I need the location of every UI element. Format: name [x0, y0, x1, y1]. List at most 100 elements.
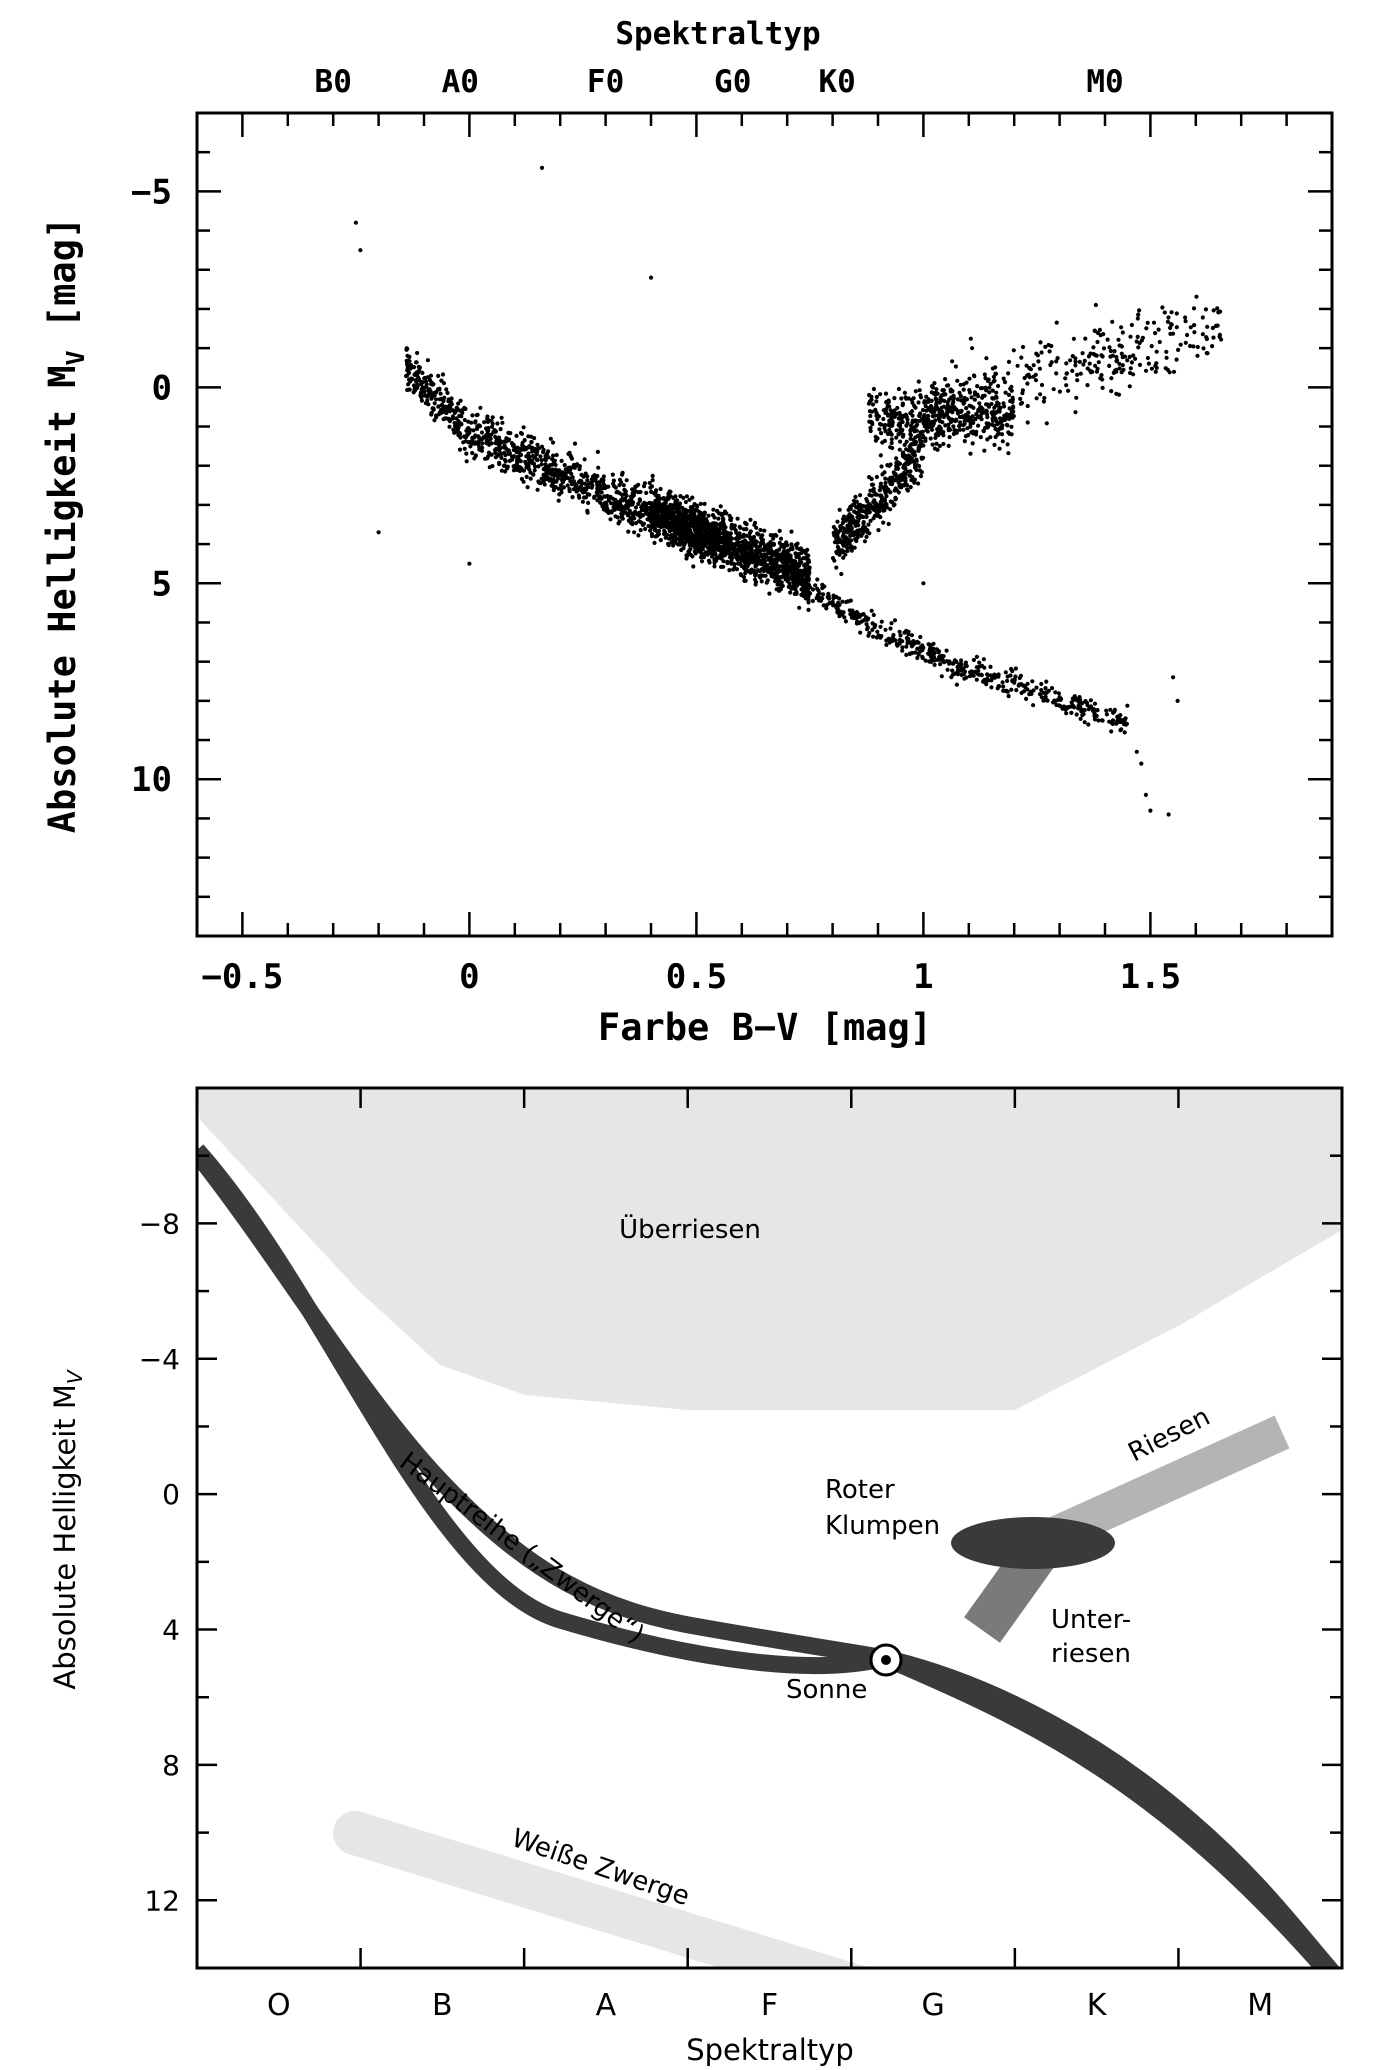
- data-point: [799, 550, 804, 556]
- data-point: [834, 594, 839, 600]
- data-point: [874, 635, 879, 640]
- data-point: [476, 434, 481, 439]
- data-point: [1108, 354, 1113, 359]
- data-point: [680, 533, 685, 538]
- data-point: [899, 396, 904, 401]
- data-point: [938, 662, 943, 667]
- data-point: [782, 544, 787, 549]
- data-point: [978, 386, 984, 391]
- data-point: [970, 670, 975, 675]
- data-point: [875, 629, 880, 634]
- data-point: [693, 508, 698, 513]
- data-point: [727, 568, 732, 573]
- data-point: [419, 382, 424, 387]
- data-point: [493, 434, 498, 439]
- data-point: [553, 462, 558, 467]
- data-point: [574, 463, 580, 468]
- data-point: [1211, 335, 1216, 340]
- data-point: [692, 525, 697, 530]
- data-point: [881, 416, 886, 422]
- data-point: [501, 463, 506, 468]
- data-point: [497, 462, 502, 467]
- data-point: [824, 606, 829, 611]
- data-point: [892, 396, 897, 401]
- data-point: [1018, 396, 1023, 401]
- data-point: [958, 382, 963, 387]
- data-point: [860, 508, 865, 514]
- data-point: [716, 543, 721, 548]
- data-point: [1070, 368, 1075, 373]
- data-point: [962, 421, 967, 426]
- data-point: [965, 426, 970, 431]
- data-point: [595, 493, 600, 498]
- data-point: [957, 414, 963, 420]
- data-point: [962, 439, 967, 444]
- data-point: [922, 400, 927, 405]
- data-point: [798, 558, 803, 563]
- data-point: [873, 501, 878, 506]
- data-point: [1210, 344, 1215, 349]
- data-point: [560, 477, 565, 482]
- data-point: [673, 499, 678, 504]
- data-point: [1174, 325, 1179, 330]
- data-point: [866, 522, 871, 527]
- data-point: [735, 516, 740, 521]
- data-point: [506, 430, 511, 435]
- data-point: [972, 374, 977, 379]
- data-point: [596, 465, 601, 470]
- data-point: [1036, 359, 1041, 364]
- data-point: [1195, 344, 1200, 350]
- data-point: [896, 386, 902, 392]
- data-point: [964, 675, 969, 680]
- data-point: [476, 439, 481, 444]
- data-point: [630, 500, 636, 505]
- y-tick-labels-2: −8 −4 0 4 8 12: [139, 1207, 180, 1917]
- data-point: [913, 389, 918, 394]
- data-point: [714, 557, 719, 562]
- data-point: [897, 461, 903, 466]
- data-point: [648, 507, 654, 512]
- data-point: [785, 578, 790, 584]
- data-point: [732, 526, 737, 531]
- data-point: [1145, 320, 1150, 325]
- data-point: [1101, 346, 1107, 351]
- data-point: [848, 546, 853, 551]
- data-point: [1064, 711, 1069, 716]
- data-point: [424, 384, 429, 389]
- data-point: [500, 420, 505, 425]
- data-point: [959, 667, 965, 672]
- data-point: [499, 415, 504, 420]
- data-point: [429, 410, 434, 415]
- data-point: [1006, 359, 1012, 364]
- data-point: [789, 529, 794, 534]
- data-point: [702, 501, 707, 506]
- x-category-label: A: [596, 1988, 617, 2023]
- data-point: [681, 509, 686, 514]
- data-point: [1054, 702, 1059, 708]
- data-point: [1070, 696, 1075, 701]
- data-point: [1168, 325, 1173, 330]
- y-axis-label: Absolute Helligkeit MV [mag]: [41, 217, 90, 834]
- data-point: [534, 448, 540, 453]
- data-point: [676, 516, 682, 521]
- data-point: [572, 441, 578, 446]
- data-point: [892, 618, 898, 623]
- data-point: [663, 497, 668, 503]
- data-point: [440, 403, 445, 408]
- data-point: [411, 365, 417, 370]
- data-point: [507, 451, 512, 456]
- data-point: [1058, 697, 1063, 703]
- data-point: [1083, 336, 1088, 341]
- data-point: [571, 479, 576, 484]
- data-point: [861, 618, 866, 623]
- x-category-label: G: [921, 1988, 944, 2023]
- data-point: [1054, 371, 1059, 376]
- data-point: [1174, 357, 1179, 362]
- data-point: [1125, 703, 1130, 708]
- data-point: [1105, 337, 1110, 342]
- data-point: [992, 378, 997, 383]
- data-point: [1157, 339, 1162, 345]
- data-point: [951, 397, 956, 402]
- data-point: [493, 455, 498, 460]
- data-point: [581, 474, 586, 479]
